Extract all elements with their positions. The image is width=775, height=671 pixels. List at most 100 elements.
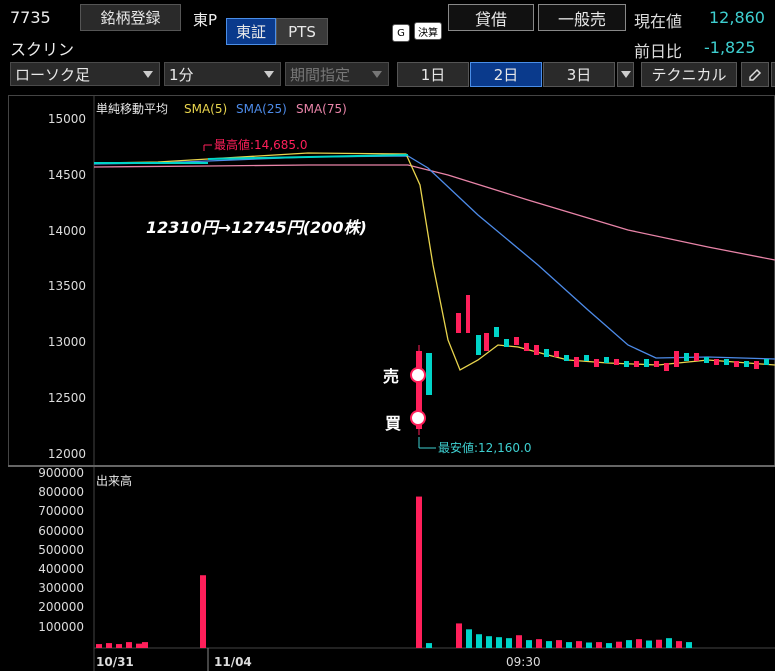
volume-tick: 300000 xyxy=(38,581,84,595)
volume-bar xyxy=(546,641,552,648)
current-price-label: 現在値 xyxy=(634,12,683,31)
interval-select[interactable]: 1分 xyxy=(164,62,281,86)
technical-button[interactable]: テクニカル xyxy=(641,62,737,87)
buy-circle-icon xyxy=(410,410,426,426)
rebound-candle xyxy=(426,353,432,395)
pre-crash-candles xyxy=(94,154,409,164)
volume-bars xyxy=(96,496,692,648)
volume-tick: 400000 xyxy=(38,562,84,576)
kessan-badge[interactable]: 決算 xyxy=(414,22,442,40)
volume-bar xyxy=(426,643,432,648)
volume-bar xyxy=(496,637,502,648)
market-label: 東P xyxy=(193,11,218,29)
volume-panel-title: 出来高 xyxy=(96,473,132,488)
volume-bar xyxy=(566,642,572,648)
price-tick: 12000 xyxy=(48,447,86,461)
volume-bar xyxy=(596,642,602,648)
volume-bar xyxy=(486,636,492,648)
range-tab-2d[interactable]: 2日 xyxy=(470,62,542,87)
volume-tick: 800000 xyxy=(38,485,84,499)
volume-bar xyxy=(586,642,592,648)
period-select[interactable]: 期間指定 xyxy=(285,62,389,86)
x-label-0930: 09:30 xyxy=(506,655,541,669)
volume-bar xyxy=(676,641,682,648)
volume-tick: 700000 xyxy=(38,504,84,518)
volume-bar xyxy=(526,640,532,648)
price-panel-title: 単純移動平均 xyxy=(96,102,168,116)
volume-bar xyxy=(416,496,422,648)
volume-bar xyxy=(576,641,582,648)
trade-annotation: 12310円→12745円(200株) xyxy=(146,218,367,237)
range-tab-3d[interactable]: 3日 xyxy=(543,62,615,87)
price-tick: 14000 xyxy=(48,224,86,238)
x-label-1031: 10/31 xyxy=(96,655,134,669)
volume-tick: 100000 xyxy=(38,620,84,634)
chevron-down-icon xyxy=(264,71,274,78)
sell-circle-icon xyxy=(410,367,426,383)
post-crash-candles xyxy=(456,295,769,371)
price-tick: 15000 xyxy=(48,112,86,126)
period-value: 期間指定 xyxy=(290,65,351,84)
sma25-line xyxy=(93,155,775,360)
volume-bar xyxy=(116,644,122,648)
range-tab-1d[interactable]: 1日 xyxy=(397,62,469,87)
volume-bar xyxy=(686,642,692,648)
tab-tosho[interactable]: 東証 xyxy=(226,18,276,45)
range-more-button[interactable] xyxy=(617,62,634,87)
volume-tick: 500000 xyxy=(38,543,84,557)
volume-tick: 900000 xyxy=(38,466,84,480)
volume-bar xyxy=(636,639,642,648)
general-sell-button[interactable]: 一般売 xyxy=(538,4,626,31)
change-value: -1,825 xyxy=(704,38,756,57)
stock-name: スクリン xyxy=(10,40,75,59)
price-axis: 15000 14500 14000 13500 13000 12500 1200… xyxy=(48,112,86,461)
chart-type-value: ローソク足 xyxy=(15,65,91,84)
volume-tick: 600000 xyxy=(38,524,84,538)
chart-svg: 単純移動平均 SMA(5) SMA(25) SMA(75) 出来高 15000 … xyxy=(8,95,775,671)
register-button[interactable]: 銘柄登録 xyxy=(80,4,181,31)
lend-button[interactable]: 貸借 xyxy=(448,4,534,31)
volume-bar xyxy=(106,643,112,648)
volume-bar xyxy=(136,643,142,648)
volume-bar xyxy=(506,638,512,648)
volume-bar xyxy=(516,635,522,648)
chevron-down-icon xyxy=(372,71,382,78)
chart-area[interactable]: 単純移動平均 SMA(5) SMA(25) SMA(75) 出来高 15000 … xyxy=(8,95,775,671)
price-tick: 14500 xyxy=(48,168,86,182)
price-panel-frame xyxy=(8,95,775,466)
volume-bar xyxy=(626,640,632,648)
interval-value: 1分 xyxy=(169,65,194,84)
volume-bar xyxy=(616,641,622,648)
g-icon[interactable]: G xyxy=(392,24,410,42)
volume-bar xyxy=(606,643,612,648)
low-marker: 最安値:12,160.0 xyxy=(418,437,531,455)
volume-axis: 900000 800000 700000 600000 500000 40000… xyxy=(38,466,84,634)
legend-sma5: SMA(5) xyxy=(184,102,227,116)
chevron-down-icon xyxy=(143,71,153,78)
volume-bar xyxy=(96,644,102,648)
stock-code: 7735 xyxy=(10,8,51,27)
legend-sma75: SMA(75) xyxy=(296,102,347,116)
volume-bar xyxy=(200,575,206,648)
tab-pts[interactable]: PTS xyxy=(276,18,328,45)
x-label-1104: 11/04 xyxy=(214,655,252,669)
change-label: 前日比 xyxy=(634,42,683,61)
high-marker: 最高値:14,685.0 xyxy=(203,137,307,152)
sell-mark: 売 xyxy=(383,367,399,386)
volume-bar xyxy=(556,640,562,648)
price-tick: 13500 xyxy=(48,279,86,293)
low-label: 最安値:12,160.0 xyxy=(438,440,531,455)
volume-bar xyxy=(536,639,542,648)
volume-tick: 200000 xyxy=(38,600,84,614)
volume-bar xyxy=(456,623,462,648)
volume-bar xyxy=(466,629,472,648)
buy-mark: 買 xyxy=(385,414,401,433)
gear-button[interactable] xyxy=(771,62,775,87)
high-label: 最高値:14,685.0 xyxy=(214,137,307,152)
volume-bar xyxy=(656,639,662,648)
price-tick: 12500 xyxy=(48,391,86,405)
chart-type-select[interactable]: ローソク足 xyxy=(10,62,160,86)
volume-bar xyxy=(126,642,132,648)
draw-tool-button[interactable] xyxy=(741,62,769,87)
volume-bar xyxy=(646,640,652,648)
